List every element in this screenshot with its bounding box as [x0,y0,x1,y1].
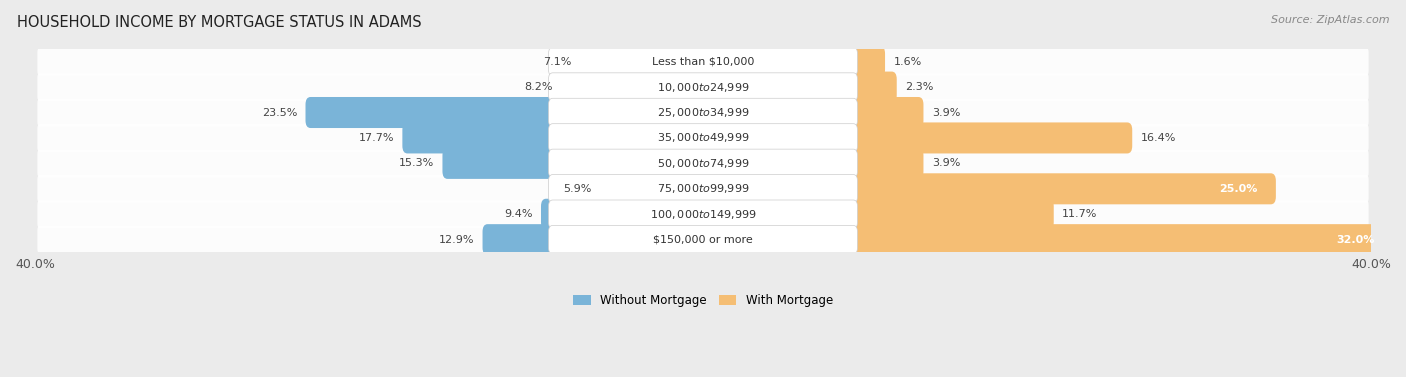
Text: 12.9%: 12.9% [439,234,474,245]
Text: $50,000 to $74,999: $50,000 to $74,999 [657,157,749,170]
FancyBboxPatch shape [848,148,924,179]
Text: $75,000 to $99,999: $75,000 to $99,999 [657,182,749,195]
Text: 3.9%: 3.9% [932,158,960,169]
Text: 23.5%: 23.5% [262,107,297,118]
FancyBboxPatch shape [38,175,1368,202]
Text: $10,000 to $24,999: $10,000 to $24,999 [657,81,749,93]
Text: 32.0%: 32.0% [1336,234,1375,245]
FancyBboxPatch shape [548,48,858,76]
FancyBboxPatch shape [548,124,858,152]
FancyBboxPatch shape [848,97,924,128]
FancyBboxPatch shape [38,226,1368,253]
Text: $35,000 to $49,999: $35,000 to $49,999 [657,132,749,144]
Text: $100,000 to $149,999: $100,000 to $149,999 [650,208,756,221]
FancyBboxPatch shape [548,149,858,178]
FancyBboxPatch shape [848,46,884,77]
FancyBboxPatch shape [38,99,1368,126]
FancyBboxPatch shape [848,72,897,103]
Text: $25,000 to $34,999: $25,000 to $34,999 [657,106,749,119]
Text: 15.3%: 15.3% [399,158,434,169]
FancyBboxPatch shape [548,225,858,254]
Text: 11.7%: 11.7% [1062,209,1098,219]
FancyBboxPatch shape [548,200,858,228]
FancyBboxPatch shape [38,150,1368,177]
FancyBboxPatch shape [482,224,558,255]
FancyBboxPatch shape [443,148,558,179]
Legend: Without Mortgage, With Mortgage: Without Mortgage, With Mortgage [568,289,838,312]
FancyBboxPatch shape [402,123,558,153]
Text: 25.0%: 25.0% [1219,184,1257,194]
Text: Source: ZipAtlas.com: Source: ZipAtlas.com [1271,15,1389,25]
Text: 3.9%: 3.9% [932,107,960,118]
FancyBboxPatch shape [305,97,558,128]
FancyBboxPatch shape [548,73,858,101]
Text: $150,000 or more: $150,000 or more [654,234,752,245]
Text: Less than $10,000: Less than $10,000 [652,57,754,67]
FancyBboxPatch shape [848,199,1053,230]
FancyBboxPatch shape [848,173,1275,204]
FancyBboxPatch shape [541,199,558,230]
Text: 17.7%: 17.7% [359,133,394,143]
FancyBboxPatch shape [38,74,1368,101]
FancyBboxPatch shape [38,48,1368,75]
FancyBboxPatch shape [548,175,858,203]
Text: 1.6%: 1.6% [893,57,922,67]
Text: 8.2%: 8.2% [524,82,553,92]
FancyBboxPatch shape [548,98,858,127]
Text: HOUSEHOLD INCOME BY MORTGAGE STATUS IN ADAMS: HOUSEHOLD INCOME BY MORTGAGE STATUS IN A… [17,15,422,30]
Text: 7.1%: 7.1% [543,57,571,67]
Text: 9.4%: 9.4% [505,209,533,219]
Text: 5.9%: 5.9% [562,184,591,194]
FancyBboxPatch shape [38,201,1368,228]
FancyBboxPatch shape [38,124,1368,152]
FancyBboxPatch shape [848,123,1132,153]
Text: 2.3%: 2.3% [905,82,934,92]
FancyBboxPatch shape [848,224,1393,255]
Text: 16.4%: 16.4% [1140,133,1175,143]
